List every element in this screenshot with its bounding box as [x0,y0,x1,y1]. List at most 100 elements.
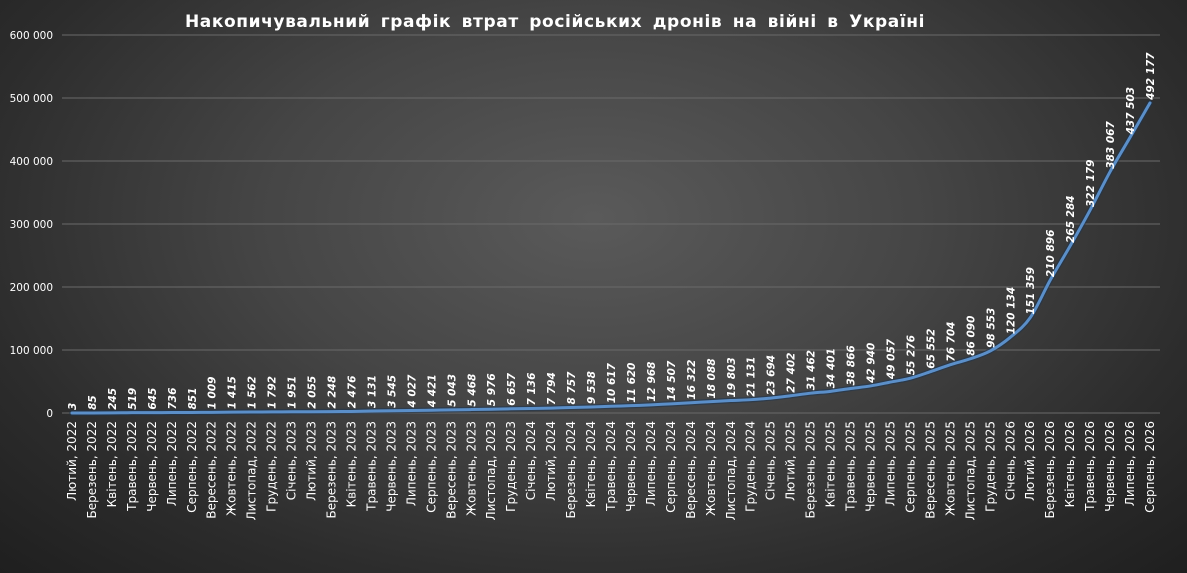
data-label: 437 503 [1125,87,1137,136]
y-tick-label: 0 [46,408,53,420]
data-label: 14 507 [666,360,678,401]
data-label: 1 009 [207,377,219,410]
x-tick-label: Лютий, 2024 [544,421,558,501]
x-tick-label: Червень, 2024 [624,421,638,512]
x-tick-label: Липень, 2023 [404,421,418,506]
x-tick-label: Лютий, 2026 [1023,421,1037,501]
data-label: 265 284 [1065,195,1077,243]
x-tick-label: Грудень, 2022 [265,421,279,512]
data-label: 6 657 [506,372,518,406]
x-tick-label: Травень, 2025 [844,421,858,512]
data-label: 2 248 [327,376,339,409]
data-label: 5 468 [466,374,478,407]
x-tick-label: Лютий, 2022 [65,421,79,501]
data-label: 65 552 [925,329,937,369]
x-tick-label: Листопад, 2025 [963,421,977,520]
data-label: 1 562 [247,376,259,409]
x-tick-label: Липень, 2026 [1123,421,1137,506]
data-label: 1 951 [287,376,299,409]
data-labels: 3 85 245 519 645 736 851 1 009 1 415 1 562 1 792 1 … [67,52,1157,410]
x-tick-label: Грудень, 2024 [744,421,758,512]
data-label: 49 057 [886,338,898,380]
data-label: 27 402 [786,353,798,393]
data-label: 5 043 [446,374,458,407]
x-tick-label: Березень, 2024 [564,421,578,518]
x-tick-label: Серпень, 2022 [185,421,199,513]
data-label: 9 538 [586,371,598,404]
x-tick-label: Лютий, 2025 [784,421,798,501]
x-tick-label: Квітень, 2023 [345,421,359,507]
x-tick-label: Червень, 2023 [384,421,398,512]
x-tick-label: Квітень, 2026 [1063,421,1077,507]
data-label: 645 [147,388,159,410]
data-label: 851 [187,388,199,410]
x-tick-label: Серпень, 2025 [904,421,918,513]
x-tick-label: Липень, 2024 [644,421,658,506]
x-tick-label: Травень, 2022 [125,421,139,512]
x-tick-label: Серпень, 2024 [664,421,678,513]
x-tick-label: Жовтень, 2022 [225,421,239,516]
x-tick-label: Січень, 2025 [764,421,778,500]
x-tick-label: Березень, 2023 [325,421,339,518]
data-label: 383 067 [1105,121,1117,169]
x-tick-label: Липень, 2025 [884,421,898,506]
x-tick-label: Лютий, 2023 [305,421,319,501]
data-label: 76 704 [945,322,957,362]
x-tick-label: Липень, 2022 [165,421,179,506]
data-label: 31 462 [806,350,818,390]
data-label: 23 694 [766,355,778,395]
data-label: 2 055 [307,376,319,409]
y-tick-label: 500 000 [10,93,53,105]
y-tick-label: 200 000 [10,282,53,294]
data-label: 10 617 [606,362,618,403]
data-label: 55 276 [906,335,918,375]
x-tick-label: Січень, 2024 [524,421,538,500]
data-label: 98 553 [985,308,997,348]
data-label: 492 177 [1145,52,1157,101]
x-axis-ticks: Лютий, 2022 Березень, 2022 Квітень, 2022 Тр… [65,421,1157,520]
data-label: 120 134 [1005,287,1017,335]
x-tick-label: Травень, 2023 [364,421,378,512]
data-label: 1 792 [267,376,279,409]
data-label: 3 131 [366,375,378,408]
x-tick-label: Квітень, 2024 [584,421,598,507]
x-tick-label: Серпень, 2023 [424,421,438,513]
x-tick-label: Січень, 2023 [285,421,299,500]
data-label: 18 088 [706,358,718,398]
x-tick-label: Листопад, 2023 [484,421,498,520]
data-label: 4 421 [426,374,438,408]
x-tick-label: Квітень, 2025 [824,421,838,507]
data-label: 736 [167,388,179,410]
gridlines [62,34,1160,414]
x-tick-label: Жовтень, 2025 [943,421,957,516]
data-label: 5 976 [486,373,498,406]
data-label: 16 322 [686,360,698,400]
data-label: 3 545 [386,375,398,408]
x-tick-label: Листопад, 2022 [245,421,259,520]
data-label: 34 401 [826,348,838,388]
x-tick-label: Вересень, 2025 [923,421,937,519]
data-label: 12 968 [646,362,658,402]
x-tick-label: Червень, 2022 [145,421,159,512]
y-tick-label: 400 000 [10,156,53,168]
x-tick-label: Вересень, 2023 [444,421,458,519]
data-label: 7 136 [526,373,538,406]
data-label: 1 415 [227,376,239,409]
x-tick-label: Грудень, 2023 [504,421,518,512]
x-tick-label: Березень, 2026 [1043,421,1057,518]
data-label: 42 940 [866,343,878,384]
data-label: 21 131 [746,357,758,397]
x-tick-label: Вересень, 2022 [205,421,219,519]
x-tick-label: Грудень, 2025 [983,421,997,512]
x-tick-label: Березень, 2022 [85,421,99,518]
x-tick-label: Серпень, 2026 [1143,421,1157,513]
data-label: 86 090 [965,316,977,356]
x-tick-label: Січень, 2026 [1003,421,1017,500]
x-tick-label: Листопад, 2024 [724,421,738,520]
data-label: 7 794 [546,372,558,405]
data-label: 2 476 [347,376,359,409]
chart-title: Накопичувальний графік втрат російських … [184,12,926,32]
data-label: 8 757 [566,371,578,405]
